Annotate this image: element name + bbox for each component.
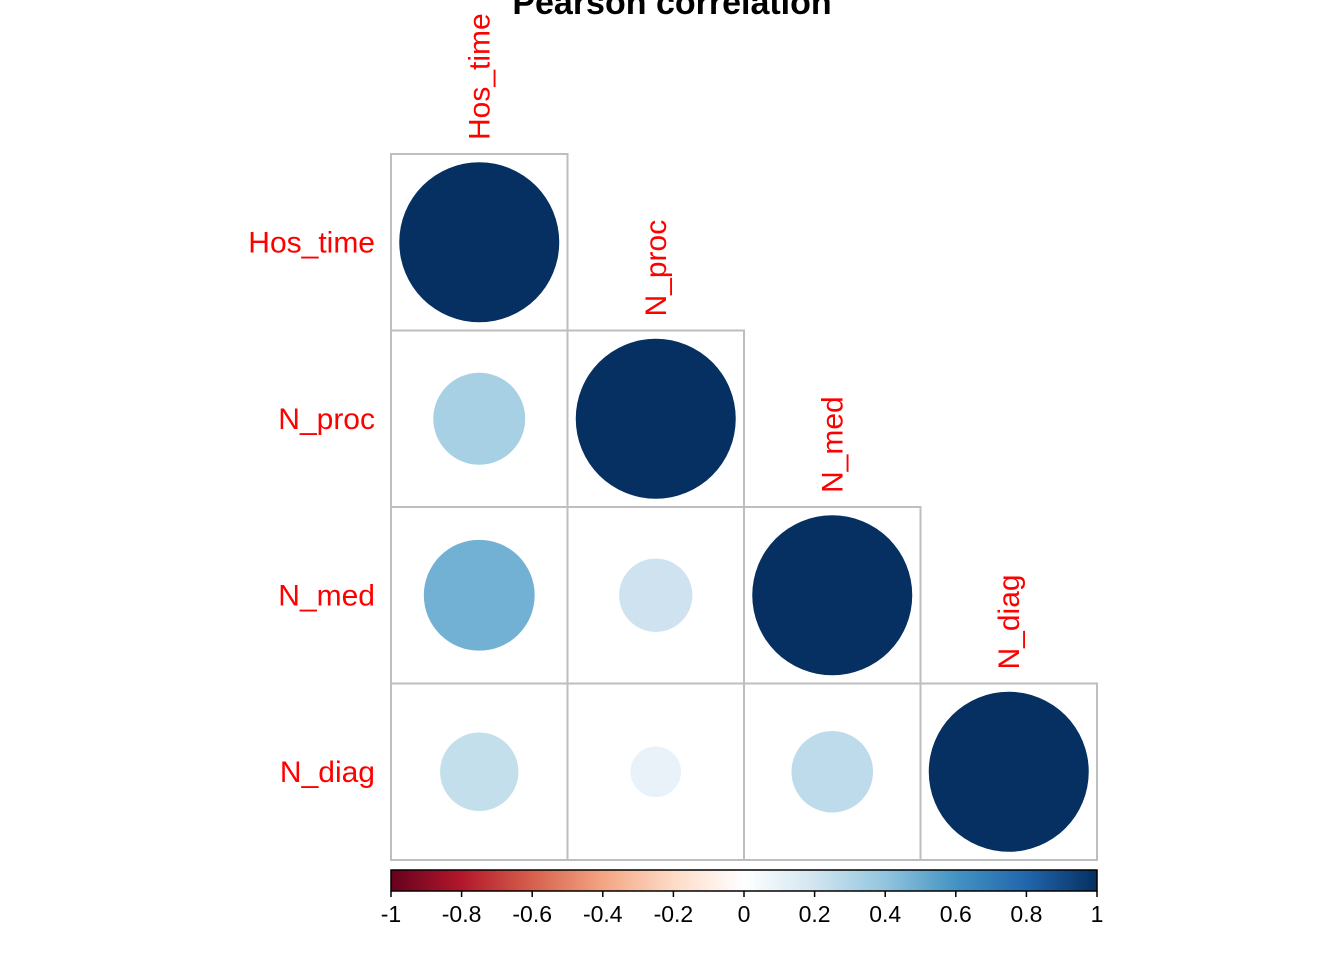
circle-N_proc-N_proc [575,338,736,499]
colorbar-tick-label: 0.6 [940,901,972,927]
colorbar-gradient [390,869,1098,892]
column-label-N_proc: N_proc [640,220,673,317]
row-label-N_diag: N_diag [280,756,375,789]
circle-N_diag-N_diag [928,691,1089,852]
colorbar-tick-label: -0.8 [442,901,482,927]
circle-N_med-N_med [752,515,913,676]
column-label-Hos_time: Hos_time [463,13,496,140]
correlation-circles [399,162,1089,852]
circle-N_proc-Hos_time [433,372,526,465]
colorbar-tick-label: -1 [381,901,401,927]
cell-N_diag-N_proc [566,682,745,861]
colorbar-tick-label: 0.8 [1010,901,1042,927]
colorbar-tick-label: 0 [738,901,751,927]
column-labels: Hos_time N_proc N_med N_diag [463,13,1026,669]
row-labels: Hos_time N_proc N_med N_diag [248,226,375,789]
row-label-N_med: N_med [278,579,375,612]
circle-N_diag-N_med [791,730,874,813]
colorbar-tick-label: 1 [1091,901,1104,927]
column-label-N_med: N_med [816,396,849,493]
circle-N_diag-Hos_time [440,732,519,811]
row-label-Hos_time: Hos_time [248,226,375,259]
row-label-N_proc: N_proc [278,403,375,436]
color-legend: -1 -0.8 -0.6 -0.4 -0.2 0 0.2 0.4 0.6 0.8 1 [381,869,1104,927]
colorbar-tick-label: 0.2 [799,901,831,927]
colorbar-tick-label: -0.2 [654,901,694,927]
chart-title: Pearson correlation [512,0,831,22]
circle-N_med-N_proc [619,558,693,632]
circle-N_med-Hos_time [423,539,535,651]
colorbar-tick-label: -0.6 [512,901,552,927]
column-label-N_diag: N_diag [993,574,1026,669]
colorbar-tick-label: -0.4 [583,901,623,927]
colorbar-tick-label: 0.4 [869,901,901,927]
circle-Hos_time-Hos_time [399,162,560,323]
circle-N_diag-N_proc [630,746,682,798]
